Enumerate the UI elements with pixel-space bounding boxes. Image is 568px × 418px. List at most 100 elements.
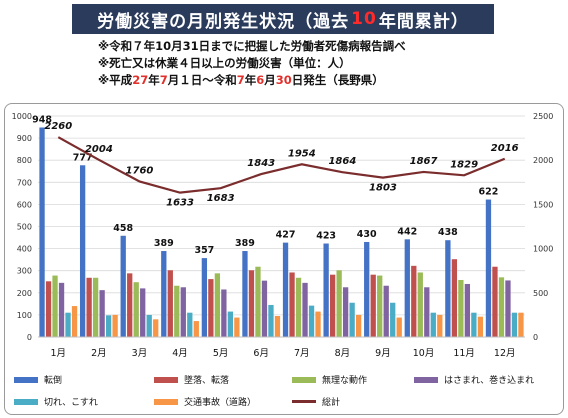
y-tick-label: 500 <box>17 223 32 232</box>
legend-label: 切れ、こすれ <box>44 398 98 408</box>
total-data-label: 1829 <box>450 159 478 170</box>
y2-tick-label: 1500 <box>533 200 553 209</box>
x-tick-label: 4月 <box>172 348 188 359</box>
y-tick-label: 0 <box>27 333 32 342</box>
bar <box>404 239 410 337</box>
bar <box>308 305 315 337</box>
legend-item: はさまれ、巻き込まれ <box>414 373 534 386</box>
bar <box>471 312 477 337</box>
bar <box>430 312 436 337</box>
y-tick-label: 300 <box>17 267 32 276</box>
x-tick-label: 7月 <box>294 348 310 359</box>
note-line-3: ※平成27年7月１日～令和7年6月30日発生（長野県） <box>98 72 406 89</box>
legend-label: 転倒 <box>44 376 63 386</box>
bar <box>505 280 511 337</box>
bar <box>133 282 139 337</box>
bar-data-label: 438 <box>438 227 458 238</box>
x-tick-label: 6月 <box>253 348 269 359</box>
x-tick-label: 9月 <box>375 348 391 359</box>
page-title: 労働災害の月別発生状況（過去 10 年間累計） <box>72 4 494 34</box>
bar-data-label: 948 <box>32 114 52 125</box>
x-tick-label: 2月 <box>91 348 107 359</box>
note-3-k: 日発生（長野県） <box>291 73 384 87</box>
legend-label: 墜落、転落 <box>184 376 230 386</box>
bar <box>52 275 58 337</box>
bar <box>411 265 417 337</box>
note-3-c: 年 <box>148 73 160 87</box>
legend-item: 転倒 <box>14 373 62 386</box>
bar-data-label: 777 <box>73 152 93 163</box>
bar-data-label: 427 <box>276 230 296 241</box>
notes: ※令和７年10月31日までに把握した労働者死傷病報告調べ ※死亡又は休業４日以上… <box>98 38 406 89</box>
bar <box>329 274 336 337</box>
note-3-g: 年 <box>244 73 257 87</box>
bar <box>282 242 289 337</box>
bar <box>289 272 295 337</box>
bar <box>417 272 423 337</box>
total-data-label: 1683 <box>207 193 235 204</box>
bar <box>105 315 112 337</box>
bar <box>39 127 45 337</box>
y2-tick-label: 0 <box>533 333 538 342</box>
legend-swatch <box>414 376 438 383</box>
bar <box>221 289 227 337</box>
x-tick-label: 12月 <box>494 348 516 359</box>
total-data-label: 1843 <box>247 158 275 169</box>
bar <box>355 314 362 337</box>
bar <box>248 270 255 337</box>
bar-data-label: 423 <box>316 231 336 242</box>
x-tick-label: 5月 <box>213 348 229 359</box>
bar <box>214 273 221 337</box>
legend-swatch <box>14 376 38 383</box>
bar <box>315 311 321 337</box>
bar <box>99 290 105 337</box>
x-tick-label: 3月 <box>132 348 148 359</box>
bar <box>268 304 274 337</box>
total-line <box>57 136 506 194</box>
note-3-a: ※平成 <box>98 73 133 87</box>
bar-data-label: 622 <box>479 187 499 198</box>
bar <box>187 312 193 337</box>
bar <box>295 277 302 337</box>
bar <box>242 251 248 337</box>
bar <box>120 235 126 337</box>
bar <box>255 266 261 337</box>
bar <box>451 259 458 337</box>
bar <box>511 312 518 337</box>
bar <box>302 282 308 337</box>
bar <box>390 302 396 337</box>
y-tick-label: 200 <box>17 289 32 298</box>
title-suffix: 年間累計） <box>378 11 469 32</box>
bar <box>342 287 349 337</box>
bar <box>458 279 464 337</box>
legend-label: 交通事故（道路） <box>184 398 257 408</box>
note-3-j: 30 <box>275 73 292 87</box>
note-3-d: 7 <box>159 73 168 87</box>
bar <box>383 285 389 337</box>
legend-label: はさまれ、巻き込まれ <box>444 376 535 386</box>
y2-tick-label: 2000 <box>533 156 553 165</box>
bar <box>140 288 146 337</box>
total-data-label: 2260 <box>44 121 72 132</box>
note-3-b: 27 <box>132 73 149 87</box>
bar-data-label: 458 <box>113 223 133 234</box>
total-data-label: 2004 <box>85 144 113 155</box>
note-3-f: 7 <box>236 73 245 87</box>
total-data-label: 2016 <box>491 143 519 154</box>
x-tick-label: 1月 <box>51 348 67 359</box>
x-tick-label: 10月 <box>413 348 435 359</box>
y-tick-label: 1000 <box>12 112 32 121</box>
legend-swatch <box>154 376 178 383</box>
legend-swatch <box>292 376 316 383</box>
bar <box>377 275 383 337</box>
legend-item: 総計 <box>292 395 340 408</box>
bar <box>174 285 180 337</box>
total-data-label: 1633 <box>166 198 194 209</box>
total-data-label: 1867 <box>410 156 438 167</box>
y-tick-label: 100 <box>17 311 32 320</box>
bar <box>146 314 152 337</box>
bar <box>396 317 402 337</box>
bar <box>92 277 99 337</box>
bar <box>201 258 208 337</box>
